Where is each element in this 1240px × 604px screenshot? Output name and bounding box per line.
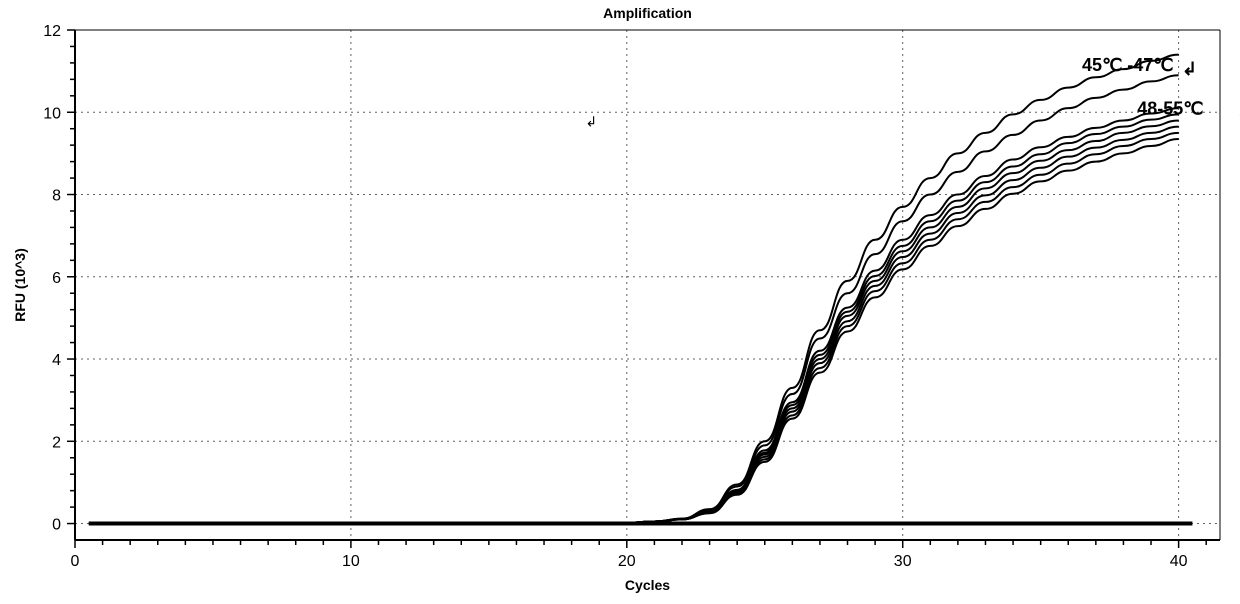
- y-tick-label: 10: [43, 105, 61, 122]
- y-tick-label: 6: [52, 270, 61, 287]
- y-axis-label: RFU (10^3): [12, 248, 28, 322]
- chart-title: Amplification: [603, 5, 692, 21]
- amplification-chart: 0 10 20 30 40 0 2 4 6 8 10 12 Amplification Cycles RFU…: [0, 0, 1240, 604]
- x-tick-label: 10: [342, 553, 360, 570]
- y-tick-label: 2: [52, 434, 61, 451]
- svg-text:↲: ↲: [1182, 59, 1197, 79]
- x-tick-label: 0: [71, 553, 80, 570]
- chart-svg: 0 10 20 30 40 0 2 4 6 8 10 12 Amplification Cycles RFU…: [0, 0, 1240, 604]
- x-axis-label: Cycles: [625, 577, 670, 593]
- y-tick-label: 0: [52, 517, 61, 534]
- x-tick-label: 40: [1170, 553, 1188, 570]
- y-tick-label: 12: [43, 23, 61, 40]
- y-tick-label: 8: [52, 188, 61, 205]
- x-tick-label: 20: [618, 553, 636, 570]
- stray-mark-0: ↲: [585, 114, 597, 130]
- y-tick-label: 4: [52, 352, 61, 369]
- svg-text:45℃ -47℃: 45℃ -47℃: [1082, 55, 1173, 75]
- svg-text:48-55℃: 48-55℃: [1137, 98, 1203, 118]
- x-tick-label: 30: [894, 553, 912, 570]
